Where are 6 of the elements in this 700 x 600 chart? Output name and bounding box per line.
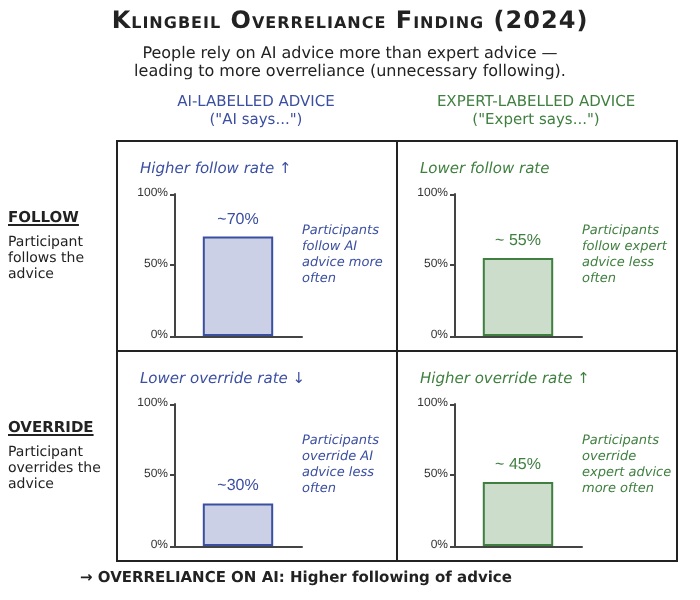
text: Klingbeil Overreliance Finding (2024) [109,6,591,34]
data-label: ~ 55% [495,230,541,249]
text: People rely on AI advice more than expert advice — leading to more overreliance (unnecessary following). [132,44,568,80]
data-label: ~ 45% [495,455,541,474]
data-label: ~30% [217,476,259,495]
data-label: ~70% [217,209,259,228]
